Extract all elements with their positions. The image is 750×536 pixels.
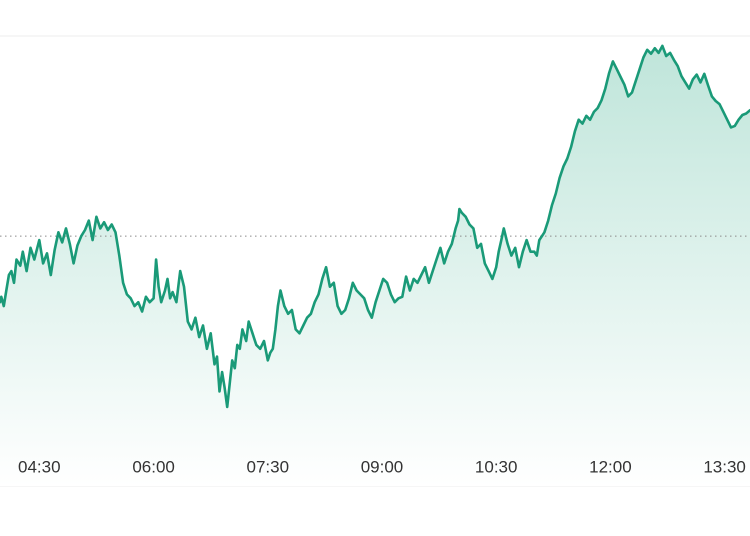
series-line (0, 44, 750, 409)
x-tick-label: 04:30 (18, 457, 61, 476)
x-tick-label: 13:30 (703, 457, 746, 476)
x-tick-label: 07:30 (247, 457, 290, 476)
x-tick-label: 06:00 (132, 457, 175, 476)
x-tick-label: 12:00 (589, 457, 632, 476)
x-axis-tick-labels: 04:30 06:00 07:30 09:00 10:30 12:00 13:30 (18, 457, 746, 476)
series-area-fill (0, 45, 750, 487)
x-tick-label: 10:30 (475, 457, 518, 476)
x-tick-label: 09:00 (361, 457, 404, 476)
